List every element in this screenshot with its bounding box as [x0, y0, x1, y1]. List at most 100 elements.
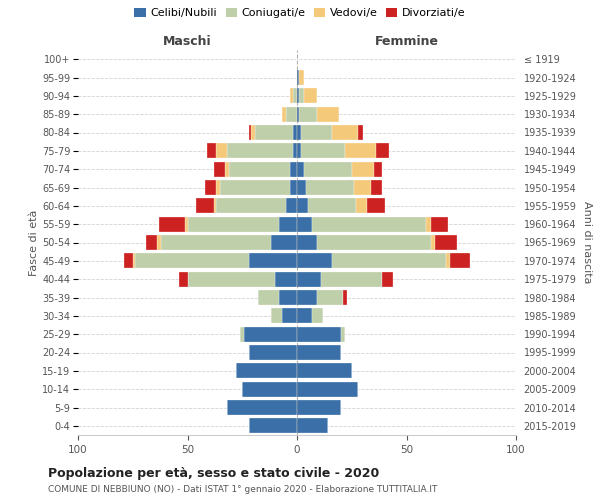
- Text: COMUNE DI NEBBIUNO (NO) - Dati ISTAT 1° gennaio 2020 - Elaborazione TUTTITALIA.I: COMUNE DI NEBBIUNO (NO) - Dati ISTAT 1° …: [48, 485, 437, 494]
- Bar: [290, 88, 293, 104]
- Bar: [317, 106, 338, 122]
- Bar: [271, 308, 281, 324]
- Bar: [286, 106, 297, 122]
- Bar: [293, 88, 297, 104]
- Bar: [286, 198, 297, 214]
- Bar: [214, 198, 216, 214]
- Bar: [299, 106, 317, 122]
- Bar: [297, 418, 328, 434]
- Legend: Celibi/Nubili, Coniugati/e, Vedovi/e, Divorziati/e: Celibi/Nubili, Coniugati/e, Vedovi/e, Di…: [132, 6, 468, 20]
- Bar: [297, 254, 332, 268]
- Bar: [249, 254, 297, 268]
- Bar: [367, 198, 385, 214]
- Bar: [216, 144, 227, 158]
- Bar: [271, 235, 297, 250]
- Bar: [256, 125, 293, 140]
- Bar: [188, 272, 275, 286]
- Bar: [297, 290, 317, 305]
- Bar: [297, 198, 308, 214]
- Y-axis label: Anni di nascita: Anni di nascita: [582, 201, 592, 284]
- Bar: [321, 272, 382, 286]
- Bar: [308, 198, 356, 214]
- Bar: [290, 162, 297, 176]
- Bar: [297, 106, 299, 122]
- Bar: [304, 162, 352, 176]
- Bar: [382, 272, 394, 286]
- Bar: [297, 125, 301, 140]
- Bar: [133, 254, 135, 268]
- Bar: [446, 254, 450, 268]
- Bar: [297, 308, 313, 324]
- Bar: [297, 162, 304, 176]
- Bar: [146, 235, 157, 250]
- Bar: [435, 235, 457, 250]
- Bar: [205, 180, 216, 195]
- Bar: [317, 235, 431, 250]
- Bar: [196, 198, 214, 214]
- Y-axis label: Fasce di età: Fasce di età: [29, 210, 39, 276]
- Bar: [299, 88, 304, 104]
- Bar: [293, 144, 297, 158]
- Bar: [297, 272, 321, 286]
- Text: Femmine: Femmine: [374, 35, 439, 48]
- Bar: [297, 88, 299, 104]
- Bar: [376, 144, 389, 158]
- Bar: [229, 162, 290, 176]
- Bar: [275, 272, 297, 286]
- Bar: [450, 254, 470, 268]
- Bar: [343, 290, 347, 305]
- Bar: [306, 180, 354, 195]
- Bar: [185, 216, 187, 232]
- Bar: [345, 144, 376, 158]
- Bar: [341, 326, 345, 342]
- Bar: [297, 180, 306, 195]
- Text: Maschi: Maschi: [163, 35, 212, 48]
- Bar: [297, 235, 317, 250]
- Bar: [297, 326, 341, 342]
- Bar: [290, 180, 297, 195]
- Bar: [304, 88, 317, 104]
- Bar: [135, 254, 249, 268]
- Bar: [371, 180, 382, 195]
- Bar: [332, 254, 446, 268]
- Bar: [313, 216, 426, 232]
- Bar: [374, 162, 382, 176]
- Bar: [220, 180, 290, 195]
- Bar: [317, 290, 343, 305]
- Bar: [301, 144, 345, 158]
- Bar: [225, 162, 229, 176]
- Bar: [301, 125, 332, 140]
- Bar: [297, 345, 341, 360]
- Bar: [297, 216, 313, 232]
- Bar: [313, 308, 323, 324]
- Bar: [281, 106, 286, 122]
- Bar: [227, 144, 293, 158]
- Bar: [297, 382, 358, 396]
- Bar: [161, 235, 271, 250]
- Bar: [251, 125, 256, 140]
- Bar: [216, 198, 286, 214]
- Bar: [354, 180, 371, 195]
- Bar: [157, 235, 161, 250]
- Bar: [240, 326, 244, 342]
- Bar: [431, 235, 435, 250]
- Bar: [332, 125, 358, 140]
- Bar: [187, 216, 280, 232]
- Bar: [299, 70, 304, 85]
- Bar: [356, 198, 367, 214]
- Bar: [297, 400, 341, 415]
- Bar: [244, 326, 297, 342]
- Bar: [236, 364, 297, 378]
- Bar: [214, 162, 225, 176]
- Bar: [297, 70, 299, 85]
- Bar: [216, 180, 220, 195]
- Bar: [124, 254, 133, 268]
- Bar: [242, 382, 297, 396]
- Bar: [249, 418, 297, 434]
- Bar: [207, 144, 216, 158]
- Text: Popolazione per età, sesso e stato civile - 2020: Popolazione per età, sesso e stato civil…: [48, 468, 379, 480]
- Bar: [281, 308, 297, 324]
- Bar: [257, 290, 280, 305]
- Bar: [431, 216, 448, 232]
- Bar: [159, 216, 185, 232]
